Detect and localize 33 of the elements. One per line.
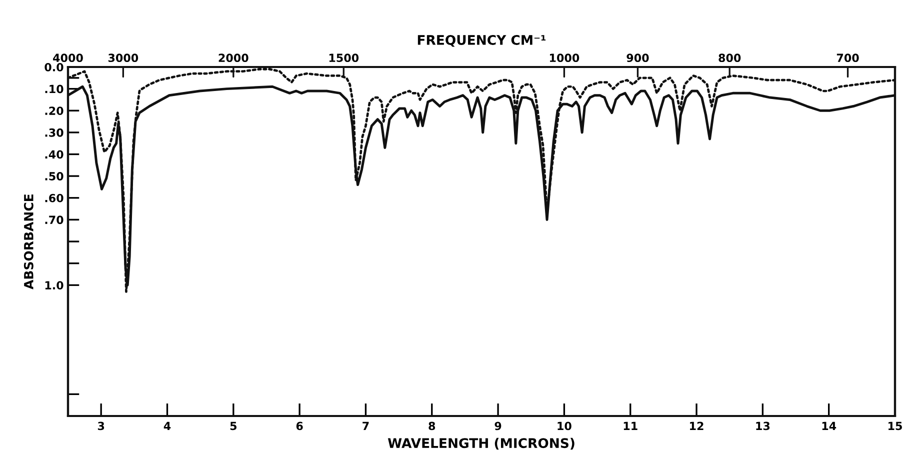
text: 1500	[329, 54, 359, 62]
y-tick-label: .70	[45, 216, 64, 224]
x2-axis-title: FREQUENCY CM⁻¹	[418, 34, 546, 47]
x-tick-label: 6	[296, 422, 303, 430]
text: 3000	[108, 54, 138, 62]
x-tick-label: 7	[362, 422, 369, 430]
text: 900	[626, 54, 649, 62]
x-axis-title: WAVELENGTH (MICRONS)	[388, 438, 574, 450]
x-tick-label: 15	[888, 422, 902, 430]
y-tick-label: .20	[45, 106, 64, 116]
y-axis-title: ABSORBANCE	[24, 194, 34, 290]
text: 1000	[550, 54, 580, 62]
y-tick-label: .60	[45, 194, 64, 202]
text: 4000	[53, 54, 83, 62]
x-tick-label: 10	[558, 422, 572, 430]
x-tick-label: 13	[756, 422, 770, 430]
y-tick-label: 1.0	[45, 281, 64, 290]
y-tick-label: .30	[45, 128, 64, 137]
x-tick-label: 9	[494, 422, 502, 430]
x-tick-label: 11	[624, 422, 638, 430]
text: 2000	[218, 54, 248, 62]
x-tick-label: 14	[822, 422, 836, 430]
y-tick-label: 0.0	[44, 62, 64, 72]
text: 700	[836, 54, 859, 62]
x-tick-label: 12	[690, 422, 704, 430]
y-tick-label: .10	[45, 84, 64, 94]
y-tick-label: .40	[45, 150, 64, 159]
text: 800	[718, 54, 741, 62]
x-tick-label: 8	[428, 422, 436, 430]
x-tick-label: 3	[98, 422, 104, 430]
x-tick-label: 4	[164, 422, 171, 430]
x-tick-label: 5	[230, 422, 236, 430]
y-tick-label: .50	[45, 172, 64, 180]
